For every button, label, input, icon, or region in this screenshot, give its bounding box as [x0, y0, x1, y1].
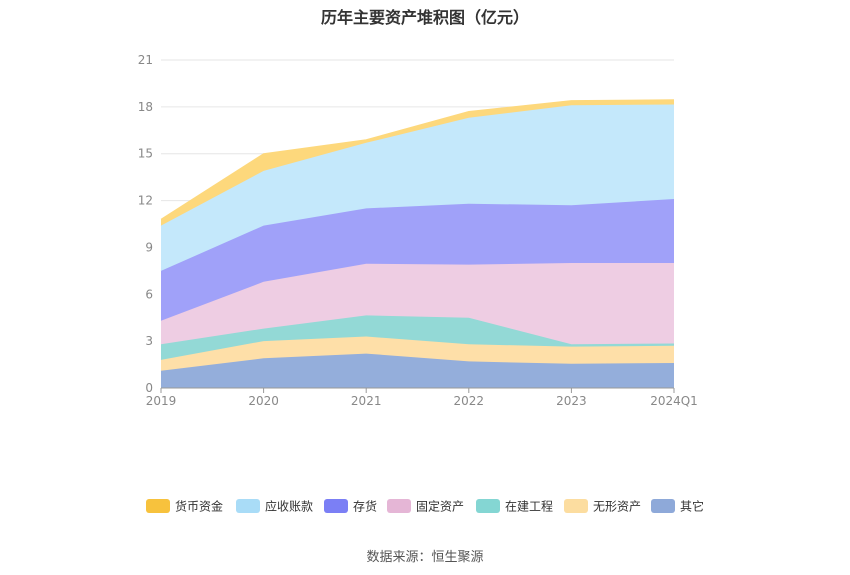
legend-layer: 货币资金 应收账款 存货 固定资产 在建工程 无形资产 其它 [146, 499, 704, 514]
legend-label: 其它 [680, 499, 704, 514]
legend-swatch [146, 499, 170, 513]
x-tick-label: 2024Q1 [650, 394, 698, 408]
y-tick-label: 18 [138, 100, 153, 114]
chart-title: 历年主要资产堆积图（亿元） [320, 8, 529, 27]
y-tick-label: 12 [138, 194, 153, 208]
x-tick-label: 2023 [556, 394, 587, 408]
y-tick-label: 0 [145, 381, 153, 395]
y-tick-label: 6 [145, 287, 153, 301]
legend-swatch [476, 499, 500, 513]
area-series-2 [161, 315, 674, 360]
area-series-0 [161, 353, 674, 388]
area-series-4 [161, 199, 674, 321]
legend-swatch [387, 499, 411, 513]
area-series-3 [161, 263, 674, 345]
legend-swatch [651, 499, 675, 513]
axis-layer: 0 3 6 9 12 15 18 21 2019 2020 2021 2022 2023 2024Q1 [138, 53, 698, 408]
area-layer [160, 99, 675, 388]
legend-swatch [564, 499, 588, 513]
legend-label: 存货 [353, 499, 377, 514]
area-series-edge-6 [160, 99, 675, 220]
legend-label: 固定资产 [416, 499, 464, 514]
data-source: 数据来源：恒生聚源 [366, 550, 484, 565]
legend-label: 无形资产 [593, 500, 641, 514]
y-tick-label: 3 [145, 334, 153, 348]
y-tick-label: 9 [145, 240, 153, 254]
area-series-1 [161, 336, 674, 371]
x-tick-label: 2020 [248, 394, 279, 408]
area-series-6 [161, 99, 674, 226]
y-tick-label: 21 [138, 53, 153, 67]
legend-swatch [236, 499, 260, 513]
area-series-5 [161, 104, 674, 271]
x-tick-label: 2022 [454, 394, 485, 408]
legend-label: 应收账款 [265, 499, 313, 514]
x-tick-label: 2019 [146, 394, 177, 408]
legend-label: 在建工程 [505, 499, 553, 514]
legend-label: 货币资金 [175, 499, 223, 514]
y-tick-label: 15 [138, 147, 153, 161]
x-tick-label: 2021 [351, 394, 382, 408]
legend-swatch [324, 499, 348, 513]
